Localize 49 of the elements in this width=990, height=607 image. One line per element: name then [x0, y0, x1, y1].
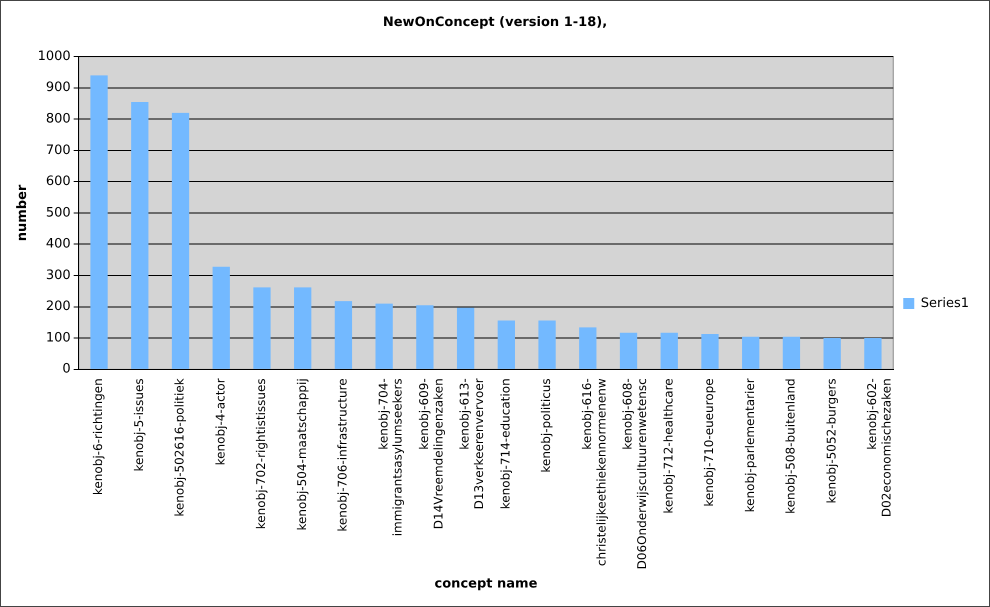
x-axis-title: concept name [434, 576, 538, 592]
bar [498, 320, 515, 369]
bar [172, 112, 190, 369]
y-tick-label: 200 [46, 299, 71, 314]
bar [212, 266, 230, 369]
y-tick-label: 400 [46, 236, 71, 252]
legend-label: Series1 [920, 296, 969, 311]
y-tick-label: 100 [46, 330, 71, 346]
y-axis-title: number [15, 184, 30, 242]
x-tick-label: kenobj-706-infrastructure [336, 378, 350, 532]
x-tick-label: kenobj-politicus [539, 378, 554, 473]
x-tick-label: kenobj-5-issues [132, 378, 146, 472]
bar [416, 305, 434, 369]
bar [660, 332, 678, 369]
x-tick-label: kenobj-6-richtingen [91, 378, 106, 496]
bar [375, 304, 393, 369]
y-tick-label: 1000 [38, 48, 71, 64]
bar [131, 102, 148, 369]
x-tick-label: kenobj-710-eueurope [702, 378, 716, 507]
bar [742, 336, 760, 369]
y-tick-label: 300 [46, 268, 71, 283]
bar [782, 336, 800, 369]
x-tick-label: kenobj-504-maatschappij [294, 378, 309, 531]
x-tick-label: kenobj-714-education [498, 378, 512, 510]
bar [701, 334, 719, 369]
bar [864, 338, 882, 369]
bar [824, 338, 841, 369]
x-tick-label: kenobj-parlementarier [742, 378, 757, 512]
bar [579, 327, 596, 369]
bar [620, 332, 638, 369]
bar [334, 301, 352, 369]
y-tick-label: 600 [46, 174, 71, 190]
x-tick-label: kenobj-508-buitenland [784, 378, 798, 514]
bar [538, 320, 556, 369]
y-tick-label: 0 [62, 362, 71, 377]
x-tick-label: kenobj-5052-burgers [824, 378, 838, 504]
bar [456, 308, 474, 369]
bar [90, 75, 108, 369]
x-tick-label: kenobj-502616-politiek [172, 378, 187, 517]
y-tick-label: 900 [46, 80, 71, 96]
chart-title: NewOnConcept (version 1-18), [382, 15, 608, 30]
x-tick-label: kenobj-702-rightistissues [254, 378, 268, 530]
x-tick-label: kenobj-712-healthcare [661, 378, 676, 514]
x-tick-label: kenobj-4-actor [213, 378, 228, 466]
y-tick-label: 700 [46, 142, 71, 158]
y-tick-label: 800 [46, 112, 71, 127]
bar [253, 287, 271, 369]
y-tick-label: 500 [46, 205, 71, 220]
bar [294, 287, 312, 369]
